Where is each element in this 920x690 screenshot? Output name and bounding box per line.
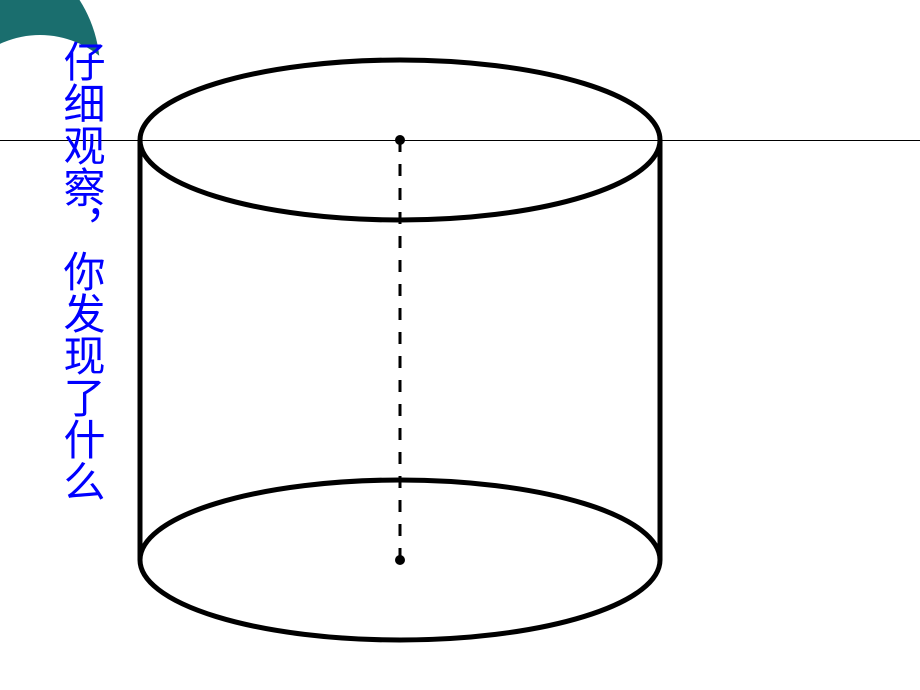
cylinder-bottom-center-dot	[395, 555, 405, 565]
slide-stage: 仔细观察，你发现了什么	[0, 0, 920, 690]
cylinder-top-center-dot	[395, 135, 405, 145]
cylinder-diagram	[0, 0, 920, 690]
